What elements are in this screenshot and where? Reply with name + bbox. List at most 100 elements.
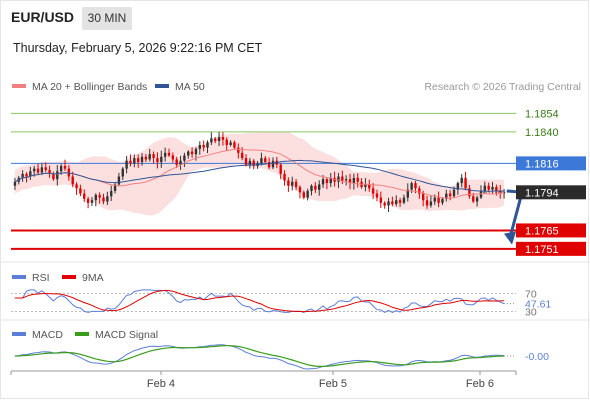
watermark: Research © 2026 Trading Central	[424, 81, 581, 93]
candle-body	[460, 177, 463, 184]
candle-body	[483, 185, 487, 191]
rsi-level-label: 70	[525, 289, 537, 301]
candle-body	[71, 176, 74, 185]
level-label: 1.1840	[525, 127, 559, 139]
candle-body	[21, 173, 24, 178]
candle-body	[44, 167, 47, 170]
candle-body	[79, 188, 82, 194]
candle-body	[136, 158, 140, 163]
candle-body	[429, 201, 433, 206]
candle-body	[491, 187, 494, 190]
candle-body	[329, 177, 332, 184]
x-tick-label: Feb 6	[466, 378, 494, 390]
candle-body	[421, 193, 425, 201]
legend-swatch-rsi	[12, 275, 26, 279]
candle-body	[283, 173, 286, 181]
candle-body	[121, 168, 124, 177]
candle-body	[267, 162, 271, 168]
current-price-badge	[516, 185, 586, 200]
candle-body	[48, 169, 51, 174]
legend-swatch-macd	[12, 332, 26, 336]
candle-body	[221, 137, 225, 140]
candle-body	[206, 142, 209, 148]
level-label: 1.1751	[525, 244, 559, 256]
candle-body	[129, 160, 132, 164]
candle-body	[237, 147, 240, 153]
bollinger-bands	[14, 131, 505, 216]
candle-body	[110, 190, 113, 197]
rsi-9ma-line	[14, 289, 505, 313]
candle-body	[183, 155, 186, 161]
candle-body	[152, 154, 155, 159]
candle-body	[406, 189, 409, 198]
candle-body	[240, 152, 244, 159]
legend-swatch-ma50	[155, 84, 169, 88]
legend-label-bollinger: MA 20 + Bollinger Bands	[32, 81, 147, 93]
rsi-current-label: 47.61	[525, 299, 551, 311]
candle-body	[414, 183, 417, 189]
candle-body	[163, 152, 167, 157]
macd-current-label: -0.00	[525, 351, 549, 363]
candle-body	[456, 183, 460, 190]
candle-body	[98, 194, 101, 198]
level-label: 1.1854	[525, 108, 559, 120]
candle-body	[391, 201, 394, 205]
candle-body	[214, 138, 217, 142]
macd-signal-line	[14, 345, 505, 367]
candle-body	[106, 196, 109, 202]
timeframe-badge[interactable]: 30 MIN	[82, 7, 132, 30]
candle-body	[156, 158, 159, 163]
candle-body	[52, 173, 55, 180]
candle-body	[499, 190, 502, 193]
legend-swatch-9ma	[62, 275, 76, 279]
candle-body	[83, 193, 86, 199]
moving-averages	[14, 148, 524, 245]
legend-swatch-macd-signal	[75, 332, 89, 336]
candle-body	[59, 166, 63, 172]
legend-swatch-bollinger	[12, 84, 26, 88]
chart-datetime: Thursday, February 5, 2026 9:22:16 PM CE…	[13, 41, 263, 55]
candle-body	[348, 179, 352, 184]
candle-body	[487, 185, 490, 190]
candle-body	[32, 168, 36, 172]
candle-body	[410, 183, 413, 190]
candle-body	[291, 181, 294, 186]
level-label: 1.1816	[525, 158, 559, 170]
candle-body	[171, 155, 175, 160]
candle-body	[371, 188, 375, 194]
candle-body	[310, 185, 313, 191]
candle-body	[133, 158, 136, 164]
legend-label-ma50: MA 50	[175, 81, 205, 93]
candle-body	[86, 198, 90, 203]
candle-body	[13, 181, 17, 186]
candle-body	[29, 171, 32, 177]
support-badge	[516, 223, 586, 238]
candle-body	[452, 189, 456, 197]
candle-body	[125, 160, 128, 169]
macd-line	[14, 344, 505, 370]
candle-body	[40, 167, 44, 173]
candle-body	[468, 188, 471, 197]
candle-body	[475, 197, 479, 202]
candle-body	[333, 177, 336, 182]
candle-body	[144, 156, 148, 160]
legend-label-macd: MACD	[32, 329, 63, 341]
candle-body	[387, 201, 390, 206]
support-badge	[516, 241, 586, 256]
candle-body	[302, 192, 305, 198]
candle-body	[325, 179, 329, 184]
rsi-line	[14, 289, 505, 313]
rsi-level-label: 30	[525, 307, 537, 319]
candle-body	[194, 148, 198, 155]
candle-body	[190, 151, 194, 155]
legend-label-9ma: 9MA	[82, 272, 104, 284]
candle-body	[375, 193, 379, 198]
instrument-title: EUR/USD	[11, 9, 75, 25]
candle-body	[113, 184, 117, 191]
candle-body	[472, 196, 475, 202]
candle-body	[448, 193, 452, 197]
candle-body	[229, 142, 232, 145]
candle-body	[175, 159, 178, 165]
